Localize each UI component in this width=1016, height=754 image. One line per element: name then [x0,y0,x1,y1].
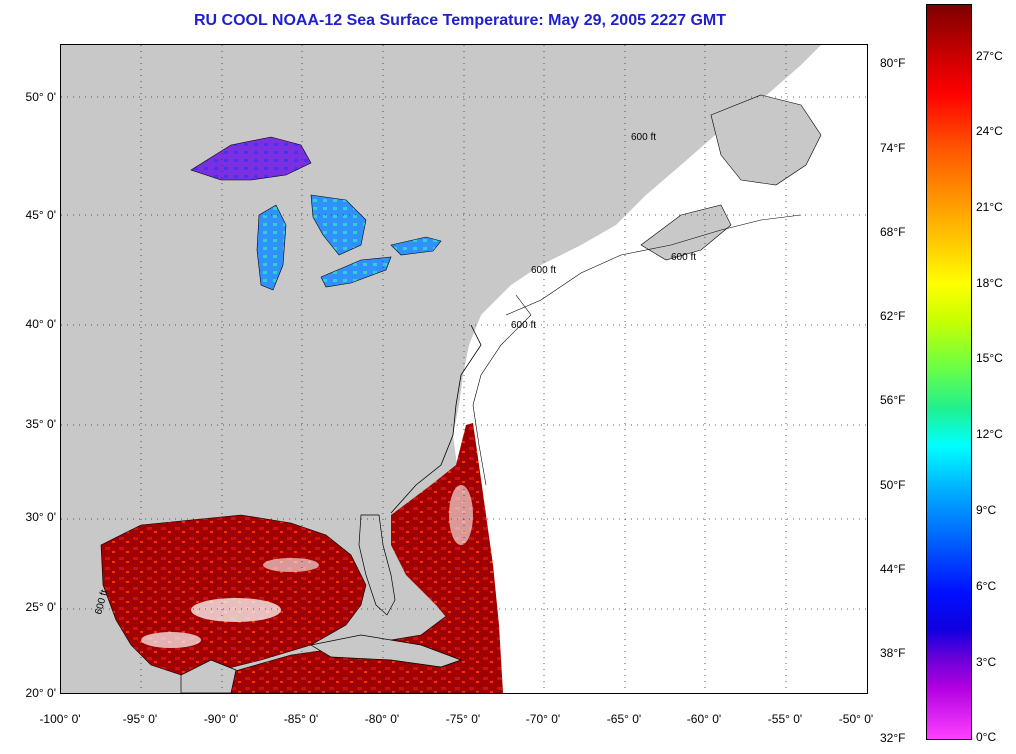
colorbar-f-label: 68°F [880,225,906,239]
graticule [61,45,867,693]
isobath-label-2: 600 ft [531,265,556,276]
lon-label: -75° 0' [445,712,481,726]
atlantic-ocean [453,45,867,693]
sst-map: 600 ft 600 ft 600 ft 600 ft 600 ft [60,44,868,694]
yucatan [180,659,237,693]
lon-label: -50° 0' [838,712,874,726]
lon-label: -60° 0' [686,712,722,726]
cuba [310,634,463,668]
colorbar-c-label: 0°C [976,730,997,744]
lat-label: 20° 0' [25,686,56,700]
lake-ontario [390,236,442,256]
lake-huron [310,194,367,256]
colorbar-f-label: 56°F [880,393,906,407]
isobath-label-3: 600 ft [671,252,696,263]
colorbar-c-label: 3°C [976,655,997,669]
lat-label: 50° 0' [25,90,56,104]
colorbar-f-label: 62°F [880,309,906,323]
colorbar-f-label: 38°F [880,646,906,660]
colorbar-f-label: 80°F [880,56,906,70]
lon-label: -80° 0' [364,712,400,726]
isobath-label-1: 600 ft [511,320,536,331]
lon-label: -90° 0' [203,712,239,726]
colorbar-c-label: 21°C [976,200,1003,214]
lon-label: -65° 0' [606,712,642,726]
colorbar-f-label: 74°F [880,141,906,155]
colorbar-f-label: 32°F [880,731,906,745]
lat-label: 35° 0' [25,417,56,431]
temperature-colorbar [926,4,972,740]
map-title: RU COOL NOAA-12 Sea Surface Temperature:… [193,12,727,29]
isobath-label-4: 600 ft [631,132,656,143]
colorbar-c-label: 15°C [976,351,1003,365]
lon-label: -55° 0' [767,712,803,726]
colorbar-c-label: 24°C [976,124,1003,138]
colorbar-f-label: 44°F [880,562,906,576]
lon-label: -70° 0' [525,712,561,726]
colorbar-f-label: 50°F [880,478,906,492]
lake-superior [190,136,312,181]
us-coastline [390,324,482,514]
gulf-stream-sst [391,423,503,693]
lake-erie [320,256,392,288]
colorbar-c-label: 27°C [976,49,1003,63]
lon-label: -85° 0' [283,712,319,726]
lake-michigan [256,204,287,291]
colorbar-c-label: 6°C [976,579,997,593]
lon-label: -100° 0' [39,712,81,726]
isobath-600ft [472,214,802,486]
maritime-land [710,94,822,186]
lat-label: 45° 0' [25,208,56,222]
lat-label: 30° 0' [25,510,56,524]
lat-label: 40° 0' [25,317,56,331]
lat-label: 25° 0' [25,600,56,614]
isobath-label-5: 600 ft [93,589,110,616]
colorbar-c-label: 12°C [976,427,1003,441]
lon-label: -95° 0' [122,712,158,726]
colorbar-c-label: 9°C [976,503,997,517]
colorbar-c-label: 18°C [976,276,1003,290]
florida [358,514,396,616]
sst-map-svg: 600 ft 600 ft 600 ft 600 ft 600 ft [61,45,867,693]
